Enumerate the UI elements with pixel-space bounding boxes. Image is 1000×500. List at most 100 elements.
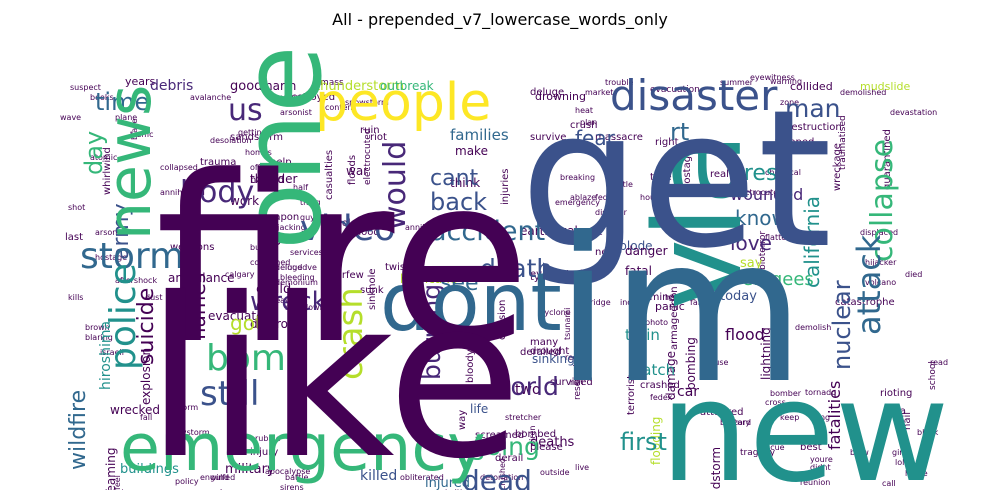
word-smoke: smoke <box>465 324 504 338</box>
word-watch: watch <box>630 361 675 379</box>
word-dont: dont <box>380 256 562 349</box>
word-heat: heat <box>575 106 593 115</box>
word-lol: lol <box>895 458 904 467</box>
word-say: say <box>740 256 763 271</box>
word-ive: ive <box>305 263 317 272</box>
word-plan: plan <box>580 118 597 127</box>
word-burned: burned <box>250 243 278 252</box>
word-really: really <box>710 169 738 180</box>
word-structural: structural <box>270 93 309 102</box>
word-danger: danger <box>625 244 668 258</box>
word-day: day <box>80 131 108 175</box>
word-live: live <box>575 463 589 472</box>
word-bomber: bomber <box>770 389 802 398</box>
word-police: police <box>103 263 144 370</box>
word-nowstorm: nowstorm <box>170 428 210 437</box>
word-wrecked: wrecked <box>110 403 160 417</box>
word-terrorist: terrorist <box>626 375 637 415</box>
word-hurricane: hurricane <box>400 272 457 286</box>
word-explosion: explosion <box>139 348 153 405</box>
word-little: little <box>615 180 633 189</box>
word-via: via <box>630 132 769 310</box>
word-us: us <box>228 93 263 128</box>
word-plane: plane <box>115 113 137 122</box>
word-life: life <box>470 402 488 416</box>
word-warning: warning <box>770 77 802 86</box>
word-school: school <box>928 361 938 390</box>
word-upheaval: upheaval <box>260 296 297 305</box>
word-avalanche: avalanche <box>190 93 231 102</box>
word-reunion: reunion <box>800 478 830 487</box>
word-man: man <box>785 94 841 123</box>
word-guy: guy <box>300 213 315 222</box>
word-eyewitness: eyewitness <box>750 73 795 82</box>
word-pandemonium: pandemonium <box>260 278 318 287</box>
word-trouble: trouble <box>605 78 634 87</box>
word-army: army <box>109 203 134 260</box>
word-bioterror: bioterror <box>758 231 768 270</box>
word-hazard: hazard <box>250 175 284 186</box>
word-fedex: fedex <box>595 193 618 202</box>
word-back: back <box>430 188 487 216</box>
word-deluge: deluge <box>530 87 564 98</box>
word-armageddon: armageddon <box>669 286 680 350</box>
word-today: today <box>720 289 757 304</box>
word-loud: loud <box>285 263 302 272</box>
word-bloody: bloody <box>465 349 476 383</box>
word-flattened: flattened <box>765 233 801 242</box>
word-brown: brown <box>85 323 110 332</box>
word-injury: injury <box>250 447 278 458</box>
word-arsonist: arsonist <box>280 108 312 117</box>
word-rescue: rescue <box>758 443 785 452</box>
word-wreckage: wreckage <box>832 143 843 191</box>
word-thunderstorm: thunderstorm <box>315 79 404 94</box>
word-first: first <box>620 428 667 456</box>
word-weapons: weapons <box>170 242 214 253</box>
word-outside: outside <box>540 468 570 477</box>
word-tornado: tornado <box>805 388 836 397</box>
word-photo: photo <box>645 318 668 327</box>
word-work: work <box>230 194 259 208</box>
word-ablaze: ablaze <box>570 193 596 202</box>
word-catastrophe: catastrophe <box>835 297 895 308</box>
word-chemical: chemical <box>765 168 801 177</box>
word-got: got <box>230 311 263 335</box>
word-breaking: breaking <box>560 173 595 182</box>
word-sunk: sunk <box>360 285 384 296</box>
word-screaming: screaming <box>104 447 118 490</box>
word-books: books <box>90 93 114 102</box>
word-survive: survive <box>530 132 566 143</box>
word-collapsed: collapsed <box>160 163 198 172</box>
word-sandstorm: sandstorm <box>230 132 283 143</box>
word-blaring: blaring <box>85 333 113 342</box>
word-battle: battle <box>285 473 308 482</box>
word-world: world <box>490 372 559 401</box>
word-disaster: disaster <box>595 208 628 217</box>
word-failure: failure <box>690 298 715 307</box>
word-crash: crash <box>331 287 371 380</box>
word-see: see <box>440 271 479 296</box>
word-lava: lava <box>885 406 906 417</box>
word-get: get <box>520 69 832 290</box>
word-blizzard: blizzard <box>720 418 751 427</box>
word-stretcher: stretcher <box>505 413 542 422</box>
word-detonation: detonation <box>480 473 523 482</box>
word-two: two <box>515 382 541 398</box>
word-storm: storm <box>175 403 198 412</box>
word-burning: burning <box>417 284 446 380</box>
word-emergency: emergency <box>120 411 486 486</box>
word-evacuated: evacuated <box>530 269 583 280</box>
word-rubble: rubble <box>255 434 281 443</box>
word-fear: fear <box>575 126 616 150</box>
chart-title: All - prepended_v7_lowercase_words_only <box>332 10 668 29</box>
word-hostages: hostages <box>682 145 693 190</box>
word-shot: shot <box>68 203 85 212</box>
word-calgary: calgary <box>225 270 255 279</box>
word-traumatised: traumatised <box>838 115 848 170</box>
word-survived: survived <box>550 377 593 388</box>
word-families: families <box>450 126 509 144</box>
word-twister: twister <box>385 262 420 273</box>
word-weapon: weapon <box>260 212 299 223</box>
word-attack: attack <box>850 234 888 335</box>
word-please: please <box>530 442 563 453</box>
